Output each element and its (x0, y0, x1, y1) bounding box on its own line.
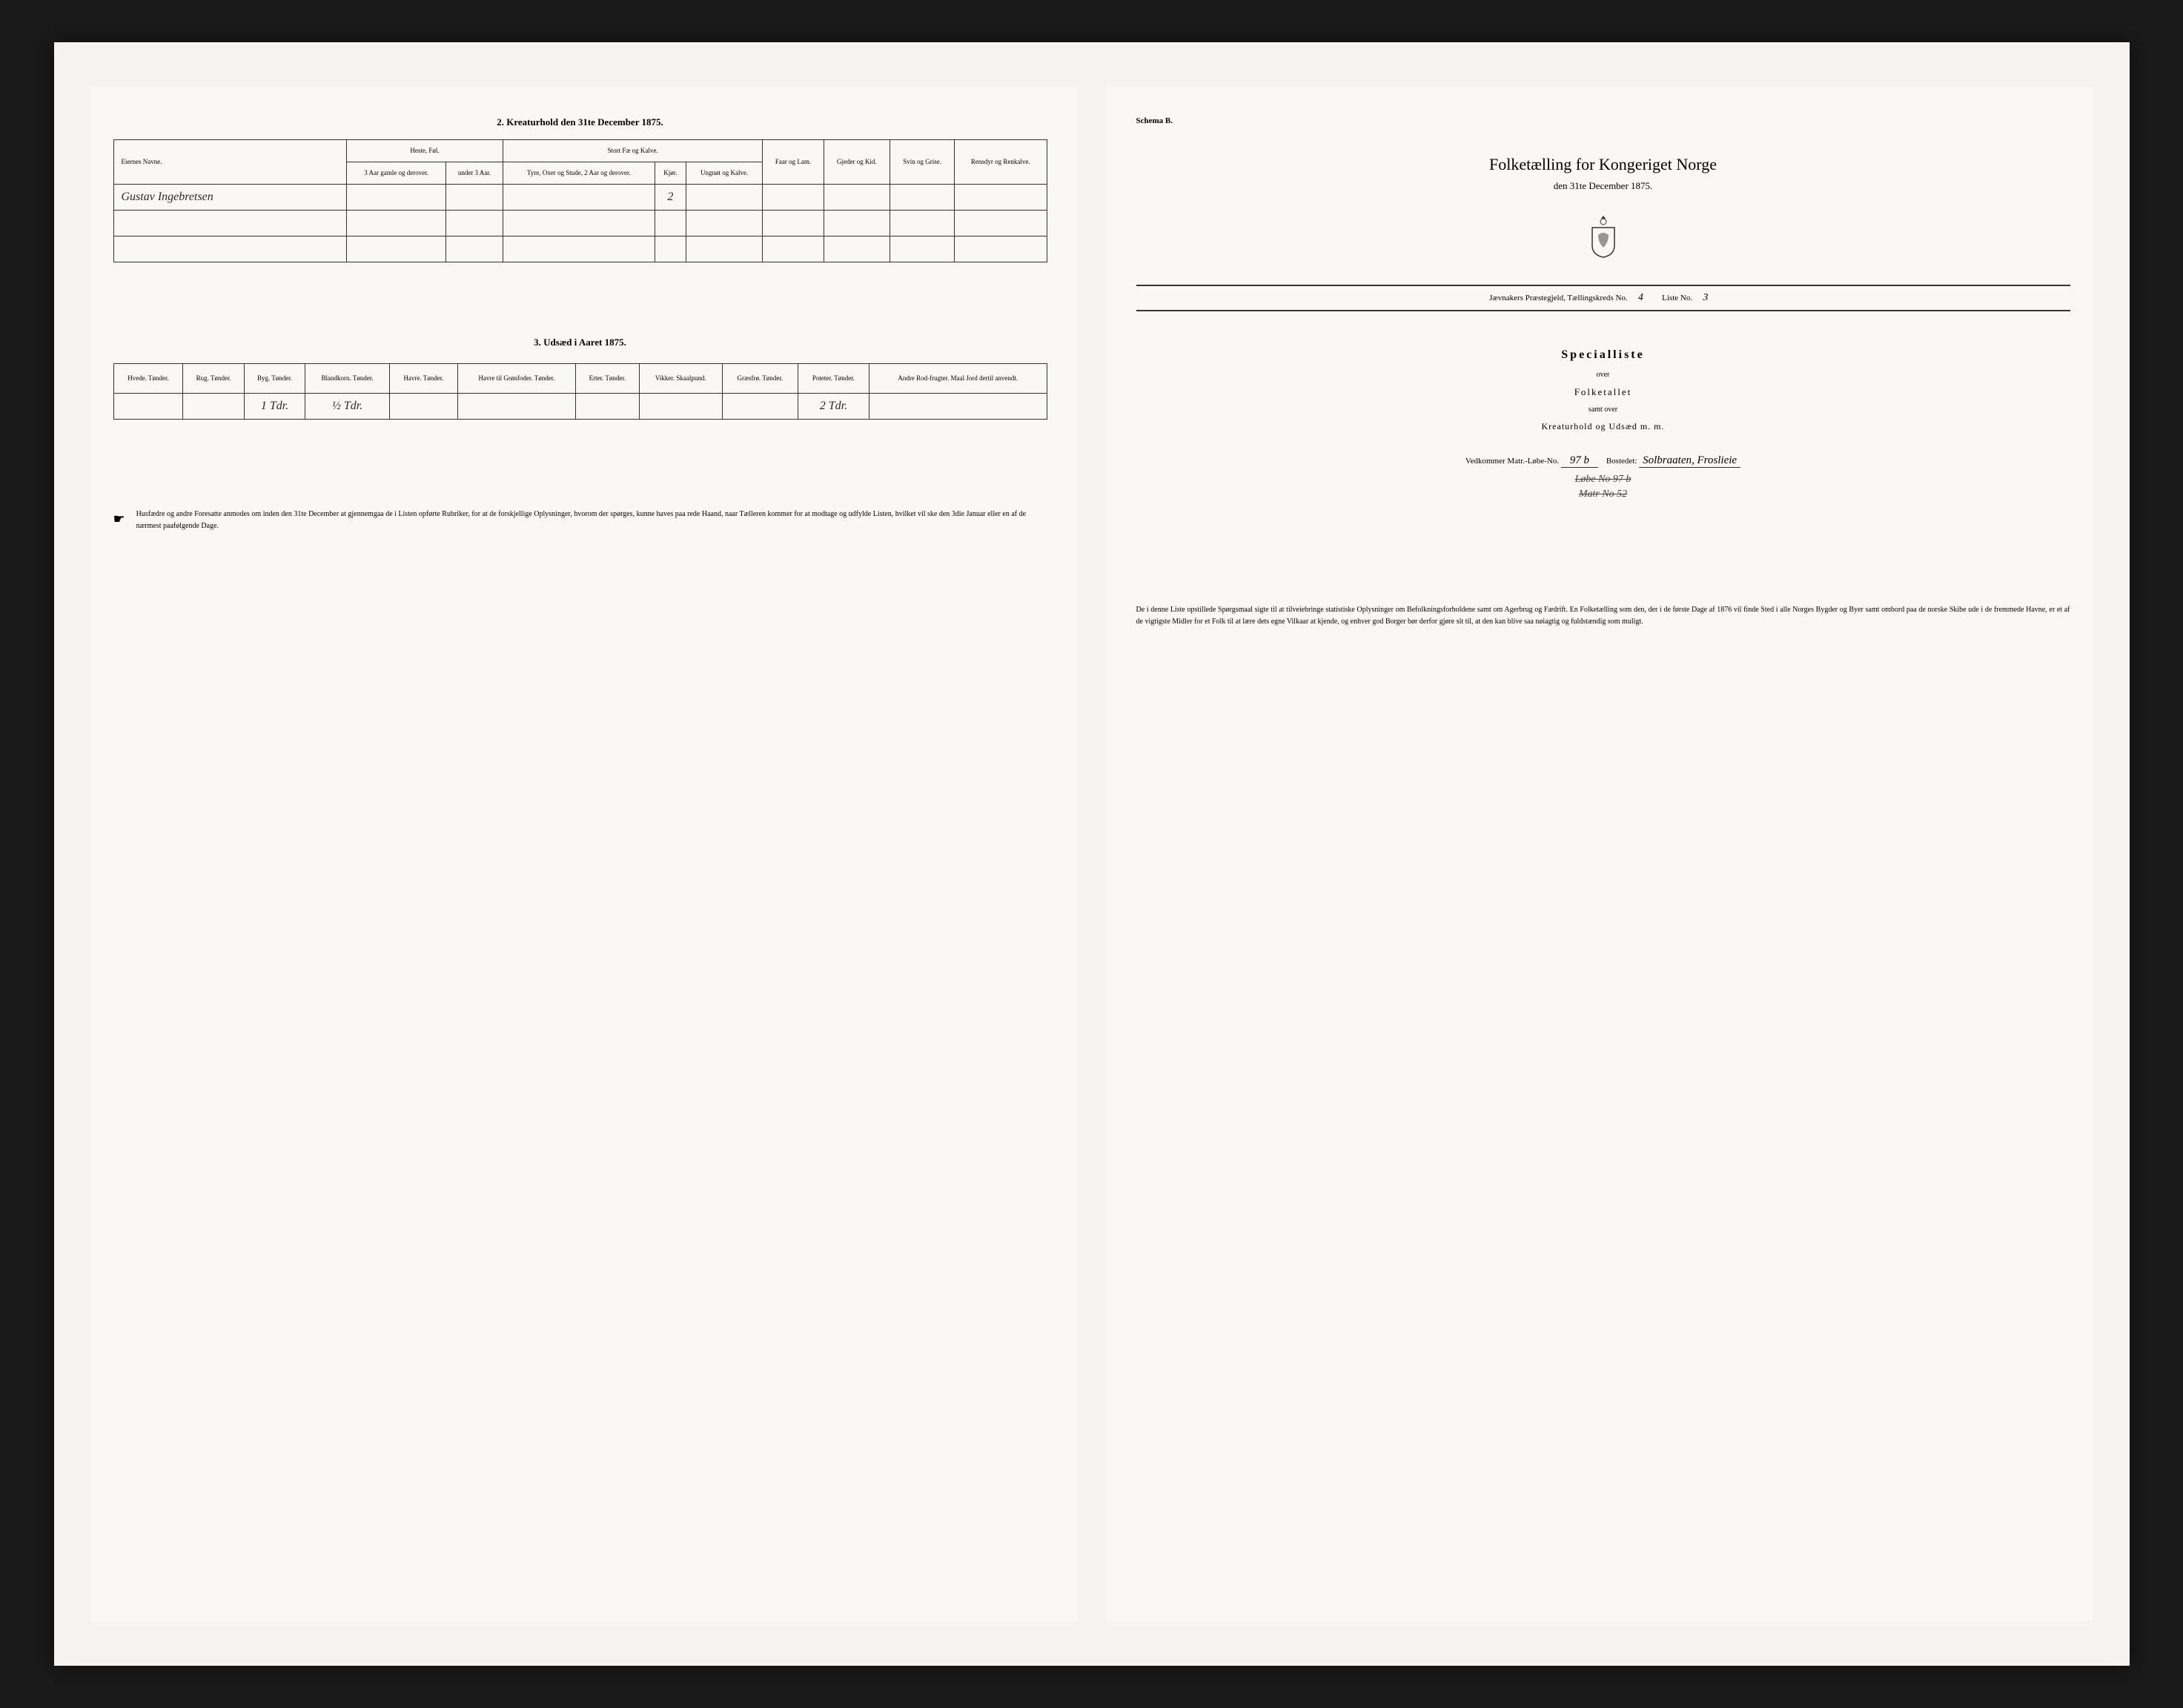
pointing-hand-icon: ☛ (113, 509, 125, 532)
main-title: Folketælling for Kongeriget Norge (1136, 155, 2070, 174)
table-row (113, 236, 1047, 262)
struck-line-2: Matr No 52 (1136, 489, 2070, 500)
kjor-value: 2 (655, 184, 686, 210)
vedkommer-line: Vedkommer Matr.-Løbe-No. 97 b Bostedet: … (1136, 454, 2070, 468)
praestegjeld-line: Jævnakers Præstegjeld, Tællingskreds No.… (1136, 285, 2070, 311)
matr-lobe-no: 97 b (1561, 454, 1598, 468)
col-havre-gron: Havre til Grønfoder. Tønder. (457, 363, 575, 393)
folketallet: Folketallet (1136, 386, 2070, 398)
kreatur-table: Eiernes Navne. Heste, Føl. Stort Fæ og K… (113, 139, 1047, 262)
blandkorn-value: ½ Tdr. (305, 393, 390, 419)
document-scan: 2. Kreaturhold den 31te December 1875. E… (54, 42, 2130, 1666)
liste-no: 3 (1695, 292, 1717, 304)
col-name: Eiernes Navne. (113, 139, 347, 184)
col-stort-sub3: Ungnøt og Kalve. (686, 162, 763, 184)
col-andre: Andre Rod-frugter. Maal Jord dertil anve… (869, 363, 1047, 393)
kreatur-line: Kreaturhold og Udsæd m. m. (1136, 421, 2070, 432)
col-heste-sub1: 3 Aar gamle og derover. (347, 162, 446, 184)
right-footer: De i denne Liste opstillede Spørgsmaal s… (1136, 604, 2070, 628)
col-poteter: Poteter. Tønder. (798, 363, 869, 393)
tellingskreds-no: 4 (1629, 292, 1652, 304)
col-vikker: Vikker. Skaalpund. (639, 363, 722, 393)
poteter-value: 2 Tdr. (798, 393, 869, 419)
over1: over (1136, 371, 2070, 379)
section2-title: 2. Kreaturhold den 31te December 1875. (113, 116, 1047, 128)
struck-line-1: Løbe No 97 b (1136, 474, 2070, 486)
left-footer-note: ☛ Husfædre og andre Foresatte anmodes om… (113, 509, 1047, 532)
subtitle: den 31te December 1875. (1136, 180, 2070, 192)
col-heste: Heste, Føl. (347, 139, 503, 162)
col-graesfro: Græsfrø. Tønder. (722, 363, 798, 393)
byg-value: 1 Tdr. (244, 393, 305, 419)
table-row (113, 210, 1047, 236)
liste-label: Liste No. (1662, 294, 1692, 302)
col-stort-sub2: Kjør. (655, 162, 686, 184)
udsaed-table: Hvede. Tønder. Rug. Tønder. Byg. Tønder.… (113, 363, 1047, 420)
owner-name: Gustav Ingebretsen (113, 184, 347, 210)
col-rug: Rug. Tønder. (183, 363, 244, 393)
col-havre: Havre. Tønder. (390, 363, 458, 393)
col-erter: Erter. Tønder. (576, 363, 640, 393)
table-row: 1 Tdr. ½ Tdr. 2 Tdr. (113, 393, 1047, 419)
coat-of-arms-icon (1136, 214, 2070, 262)
col-blandkorn: Blandkorn. Tønder. (305, 363, 390, 393)
col-faar: Faar og Lam. (763, 139, 824, 184)
col-rensdyr: Rensdyr og Renkalve. (955, 139, 1047, 184)
section3-title: 3. Udsæd i Aaret 1875. (113, 337, 1047, 348)
col-hvede: Hvede. Tønder. (113, 363, 183, 393)
bostedet-label: Bostedet: (1606, 457, 1637, 466)
praestegjeld-label1: Jævnakers Præstegjeld, Tællingskreds No. (1489, 294, 1627, 302)
table-row: Gustav Ingebretsen 2 (113, 184, 1047, 210)
col-heste-sub2: under 3 Aar. (446, 162, 503, 184)
col-stort-sub1: Tyre, Oxer og Stude, 2 Aar og derover. (503, 162, 655, 184)
bostedet-value: Solbraaten, Froslieie (1639, 454, 1740, 468)
left-page: 2. Kreaturhold den 31te December 1875. E… (91, 87, 1077, 1622)
specialliste-heading: Specialliste (1136, 348, 2070, 362)
col-byg: Byg. Tønder. (244, 363, 305, 393)
col-stort: Stort Fæ og Kalve. (503, 139, 763, 162)
right-page: Schema B. Folketælling for Kongeriget No… (1107, 87, 2093, 1622)
over2: samt over (1136, 406, 2070, 414)
schema-label: Schema B. (1136, 116, 2070, 125)
col-gjeder: Gjeder og Kid. (824, 139, 890, 184)
footer-text: Husfædre og andre Foresatte anmodes om i… (136, 509, 1047, 532)
col-svin: Svin og Grise. (890, 139, 955, 184)
vedkommer-label1: Vedkommer Matr.-Løbe-No. (1465, 457, 1559, 466)
